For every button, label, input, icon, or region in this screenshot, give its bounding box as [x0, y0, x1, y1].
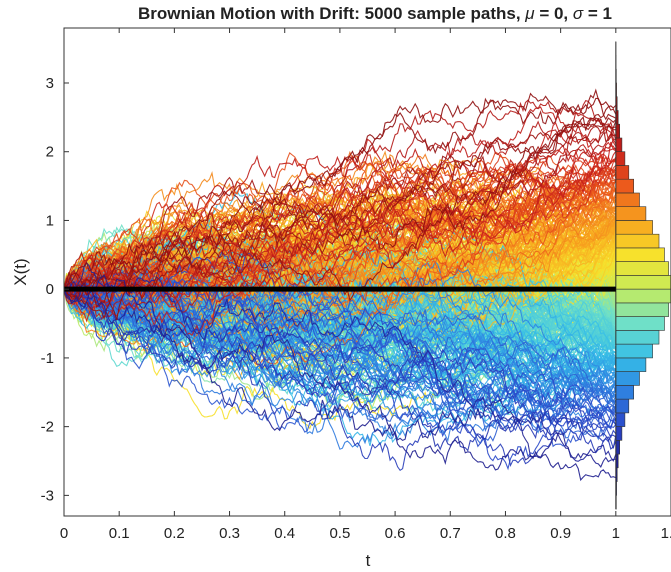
sample-path-453 — [64, 279, 617, 471]
sigma-value: = 1 — [583, 4, 612, 23]
histogram-bar-19 — [615, 233, 660, 249]
y-axis-label: X(t) — [11, 258, 30, 285]
x-tick-label-10: 1 — [612, 525, 620, 542]
plot-area — [64, 41, 671, 510]
histogram-bar-27 — [615, 123, 620, 139]
histogram-bar-11 — [615, 343, 653, 359]
x-tick-label-0: 0 — [60, 525, 68, 542]
x-tick-label-2: 0.2 — [164, 525, 185, 542]
sample-path-477 — [64, 88, 617, 321]
sample-path-447 — [64, 281, 617, 448]
sample-path-376 — [64, 204, 617, 312]
sample-path-454 — [64, 250, 617, 432]
sample-path-408 — [64, 253, 617, 393]
y-tick-label-3: 0 — [46, 281, 54, 298]
x-tick-label-5: 0.5 — [329, 525, 350, 542]
y-tick-label-4: 1 — [46, 212, 54, 229]
y-tick-label-5: 2 — [46, 144, 54, 161]
histogram-bar-12 — [615, 330, 660, 345]
histogram-bar-22 — [615, 192, 640, 207]
sample-path-441 — [64, 272, 617, 411]
histogram-bar-15 — [615, 288, 671, 304]
sample-path-397 — [64, 278, 617, 393]
y-tick-label-6: 3 — [46, 75, 54, 92]
x-tick-label-1: 0.1 — [109, 525, 130, 542]
y-tick-label-1: -2 — [41, 419, 54, 436]
sample-path-478 — [64, 105, 617, 290]
sample-path-463 — [64, 287, 617, 472]
chart-title-prefix: Brownian Motion with Drift: 5000 sample … — [138, 4, 525, 23]
histogram-bar-4 — [615, 440, 620, 455]
y-tick-label-0: -3 — [41, 487, 54, 504]
sample-path-373 — [64, 154, 617, 303]
histogram-bar-24 — [615, 165, 630, 180]
histogram-bar-23 — [615, 178, 634, 194]
x-tick-label-8: 0.8 — [495, 525, 516, 542]
histogram-bar-9 — [615, 371, 640, 386]
endpoint-histogram — [615, 41, 671, 510]
histogram-bar-6 — [615, 412, 626, 427]
sample-path-400 — [64, 171, 617, 292]
axes-box — [63, 27, 671, 517]
histogram-bar-26 — [615, 137, 623, 152]
histogram-bar-8 — [615, 385, 634, 400]
x-tick-label-7: 0.7 — [440, 525, 461, 542]
x-axis-label: t — [366, 551, 371, 570]
sample-path-402 — [64, 266, 617, 387]
axes: 0 0.1 0.2 0.3 0.4 0.5 0.6 0.7 0.8 0.9 1 1.1 -3 -2 -1 0 1… — [41, 27, 671, 542]
x-tick-label-11: 1.1 — [661, 525, 671, 542]
sample-path-471 — [64, 117, 616, 303]
sample-path-417 — [64, 285, 617, 423]
histogram-bar-5 — [615, 426, 623, 441]
sample-path-461 — [64, 288, 617, 439]
histogram-bar-10 — [615, 357, 647, 372]
sample-path-467 — [64, 280, 617, 452]
sample-path-403 — [64, 260, 617, 409]
histogram-bar-16 — [615, 275, 671, 290]
sample-path-470 — [64, 124, 616, 296]
y-tick-label-2: -1 — [41, 350, 54, 367]
histogram-bar-21 — [615, 206, 647, 221]
sample-path-445 — [64, 289, 617, 433]
mu-symbol: μ — [524, 4, 535, 23]
sample-paths — [64, 88, 617, 482]
sample-path-468 — [64, 133, 616, 295]
chart-title: Brownian Motion with Drift: 5000 sample … — [138, 4, 612, 23]
x-tick-label-9: 0.9 — [550, 525, 571, 542]
histogram-bar-14 — [615, 302, 669, 317]
histogram-bar-7 — [615, 398, 630, 414]
x-tick-label-4: 0.4 — [274, 525, 295, 542]
histogram-bar-18 — [615, 247, 665, 262]
histogram-bar-13 — [615, 316, 665, 331]
sample-path-474 — [64, 117, 617, 308]
mu-value: = 0, — [535, 4, 573, 23]
x-tick-label-6: 0.6 — [385, 525, 406, 542]
sample-path-475 — [64, 282, 616, 468]
sample-path-479 — [64, 274, 616, 482]
sample-path-363 — [64, 212, 617, 323]
sample-path-438 — [64, 276, 617, 423]
sample-path-410 — [64, 279, 617, 434]
histogram-bar-25 — [615, 151, 626, 166]
sample-path-473 — [64, 117, 617, 321]
x-tick-label-3: 0.3 — [219, 525, 240, 542]
sigma-symbol: σ — [573, 4, 584, 23]
sample-path-339 — [64, 203, 617, 302]
histogram-bar-20 — [615, 220, 653, 235]
histogram-bar-17 — [615, 261, 669, 276]
